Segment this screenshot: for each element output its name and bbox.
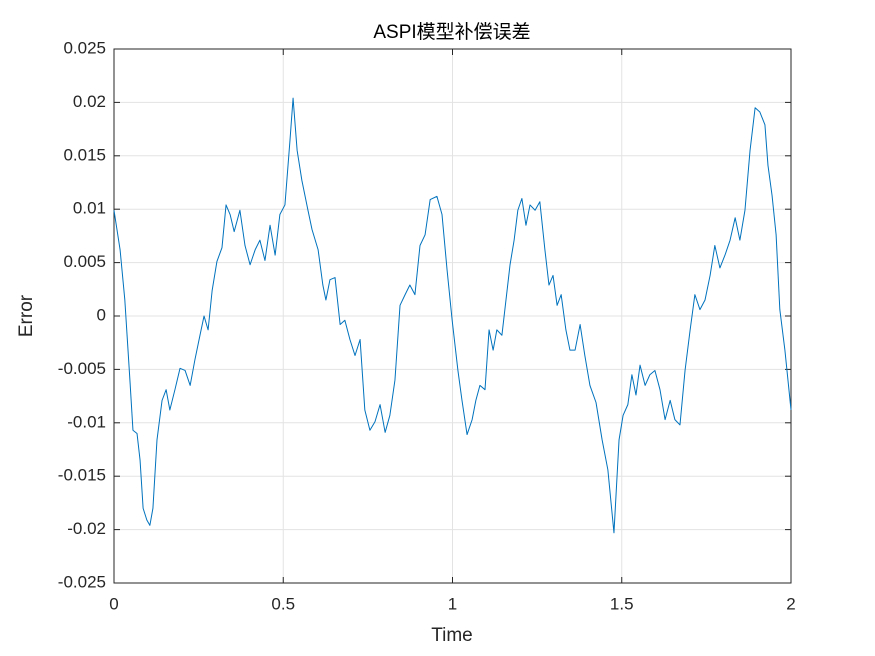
plot-frame bbox=[113, 48, 792, 584]
x-axis-label: Time bbox=[431, 625, 473, 646]
y-tick-label: 0.01 bbox=[73, 199, 106, 218]
data-line bbox=[113, 97, 792, 534]
y-tick-label: 0.005 bbox=[63, 252, 106, 271]
y-tick-label: -0.025 bbox=[58, 572, 106, 591]
y-tick-label: -0.005 bbox=[58, 359, 106, 378]
chart-title: ASPI模型补偿误差 bbox=[373, 21, 530, 43]
y-axis-label: Error bbox=[16, 294, 37, 337]
x-tick-label: 1 bbox=[448, 594, 457, 613]
y-tick-label: 0 bbox=[97, 305, 106, 324]
x-tick-label: 2 bbox=[786, 594, 795, 613]
y-tick-label: -0.01 bbox=[67, 412, 106, 431]
y-tick-label: 0.015 bbox=[63, 145, 106, 164]
y-tick-label: 0.025 bbox=[63, 38, 106, 57]
y-tick-label: -0.015 bbox=[58, 466, 106, 485]
x-tick-label: 1.5 bbox=[610, 594, 634, 613]
x-tick-label: 0 bbox=[109, 594, 118, 613]
y-tick-label: 0.02 bbox=[73, 92, 106, 111]
x-tick-label: 0.5 bbox=[271, 594, 295, 613]
y-tick-label: -0.02 bbox=[67, 519, 106, 538]
